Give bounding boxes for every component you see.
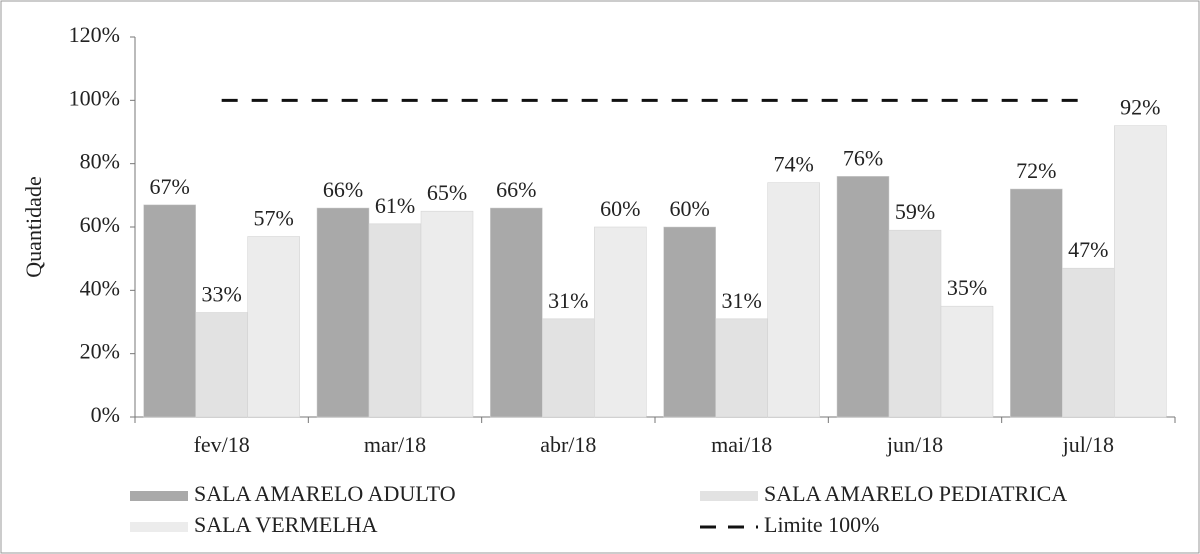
bar — [247, 236, 300, 418]
x-tick-label: mar/18 — [364, 432, 426, 457]
y-axis-label: Quantidade — [21, 176, 46, 277]
data-label: 35% — [947, 275, 987, 300]
data-label: 31% — [722, 288, 762, 313]
data-label: 47% — [1068, 237, 1108, 262]
data-label: 72% — [1016, 158, 1056, 183]
y-tick-label: 20% — [80, 339, 120, 364]
legend-swatch — [130, 522, 188, 532]
bar — [594, 226, 647, 418]
data-label: 67% — [150, 174, 190, 199]
legend-swatch — [130, 491, 188, 501]
bar — [490, 207, 543, 418]
y-tick-label: 40% — [80, 275, 120, 300]
y-tick-label: 120% — [69, 22, 120, 47]
x-tick-label: mai/18 — [711, 432, 772, 457]
data-label: 60% — [670, 196, 710, 221]
y-tick-label: 0% — [91, 402, 120, 427]
bar — [888, 229, 942, 418]
legend-label: SALA AMARELO ADULTO — [194, 481, 456, 506]
data-label: 66% — [323, 177, 363, 202]
bar — [940, 305, 994, 418]
data-label: 57% — [254, 206, 294, 231]
bar — [420, 210, 474, 418]
data-label: 74% — [774, 152, 814, 177]
bar — [1114, 125, 1167, 418]
bar — [368, 223, 422, 418]
bar — [663, 226, 716, 418]
data-label: 65% — [427, 180, 467, 205]
legend-swatch — [700, 491, 758, 501]
bar — [316, 207, 370, 418]
data-label: 92% — [1120, 95, 1160, 120]
y-tick-label: 100% — [69, 85, 120, 110]
bar — [715, 318, 768, 418]
x-tick-label: fev/18 — [194, 432, 250, 457]
bar — [143, 204, 196, 418]
bar — [1010, 188, 1063, 418]
data-label: 59% — [895, 199, 935, 224]
bar — [767, 182, 820, 418]
data-label: 60% — [600, 196, 640, 221]
y-tick-label: 80% — [80, 149, 120, 174]
bar — [1062, 267, 1115, 418]
bar — [195, 312, 248, 418]
data-label: 66% — [496, 177, 536, 202]
data-label: 76% — [843, 145, 883, 170]
y-tick-label: 60% — [80, 212, 120, 237]
legend-label: SALA VERMELHA — [194, 512, 378, 537]
data-label: 61% — [375, 193, 415, 218]
x-tick-label: abr/18 — [540, 432, 596, 457]
data-label: 31% — [548, 288, 588, 313]
x-tick-label: jul/18 — [1062, 432, 1114, 457]
legend-label: Limite 100% — [764, 512, 879, 537]
bar — [836, 176, 890, 418]
x-tick-label: jun/18 — [886, 432, 943, 457]
legend-label: SALA AMARELO PEDIATRICA — [764, 481, 1067, 506]
data-label: 33% — [202, 282, 242, 307]
bar — [542, 318, 595, 418]
